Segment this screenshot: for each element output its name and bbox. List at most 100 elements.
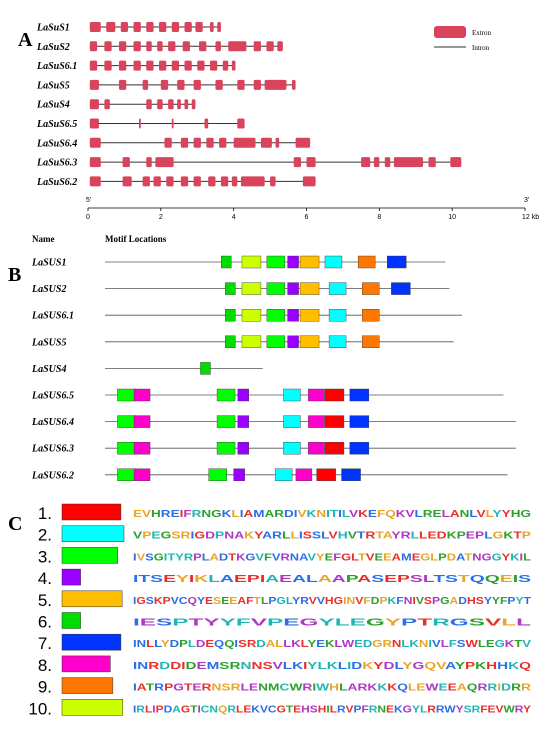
exon-block	[253, 41, 261, 52]
motif-color-box	[61, 677, 114, 694]
motif-box	[237, 442, 250, 455]
gene-structure-row: LaSuS6.4	[36, 137, 311, 149]
gene-structure-row: LaSuS5	[36, 79, 296, 91]
exon-block	[146, 99, 152, 110]
exon-block	[89, 60, 98, 71]
motif-box	[241, 309, 262, 322]
exon-block	[118, 41, 127, 52]
motif-gene-row: LaSUS6.4	[31, 415, 516, 428]
exon-block	[208, 176, 216, 187]
gene-name-label: LaSuS6.4	[36, 138, 77, 149]
exon-block	[361, 157, 371, 168]
motif-box	[216, 415, 236, 428]
exon-block	[160, 79, 169, 90]
motif-number: 6.	[38, 613, 52, 632]
exon-block	[118, 60, 127, 71]
exon-block	[260, 137, 272, 148]
motif-box	[133, 388, 151, 402]
motif-color-box	[61, 633, 122, 651]
exon-block	[133, 41, 141, 52]
legend-exon-label: Extron	[472, 29, 492, 37]
motif-box	[349, 442, 370, 455]
motif-box	[349, 415, 370, 428]
gene-name-label: LaSUS4	[31, 364, 66, 375]
exon-block	[195, 22, 203, 32]
exon-block	[89, 41, 98, 52]
motif-box	[237, 388, 250, 402]
exon-block	[291, 79, 296, 90]
panel-a-gene-structure: A LaSuS1 LaSuS2 LaSuS6.1 LaSuS5 LaSuS4 LaSuS6…	[18, 22, 539, 221]
exon-block	[373, 157, 380, 168]
exon-block	[138, 118, 141, 129]
motif-box	[362, 335, 380, 348]
motif-gene-row: LaSUS6.2	[31, 468, 508, 481]
motif-box	[324, 415, 345, 428]
exon-block	[159, 22, 167, 32]
exon-block	[171, 118, 174, 129]
exon-block	[302, 176, 316, 187]
motif-box	[241, 282, 262, 295]
motif-box	[216, 442, 236, 455]
exon-block	[133, 60, 141, 71]
panel-b-letter: B	[8, 264, 21, 286]
motif-number: 8.	[38, 656, 52, 675]
exon-block	[180, 176, 189, 187]
motif-box	[133, 415, 151, 428]
motif-box	[225, 309, 236, 322]
exon-block	[204, 118, 209, 129]
exon-block	[293, 157, 302, 168]
exon-block	[177, 99, 181, 110]
axis-tick-label: 4	[232, 214, 236, 221]
exon-block	[240, 176, 265, 187]
exon-block	[193, 137, 201, 148]
exon-block	[153, 176, 161, 187]
exon-block	[146, 22, 154, 32]
motif-number: 10.	[28, 699, 52, 718]
exon-block	[270, 176, 276, 187]
motif-box	[117, 388, 136, 402]
motif-sequence-logo: E V H R E IF R N G K L IA M A R D IV K N IT IL V K E F Q K V L R E L A N L…	[133, 508, 531, 520]
motif-logo-row: 5. IGSKPVCQYESEEAFTLPGLYRVVHGINVFDPKFNIVS…	[38, 590, 532, 610]
panel-a-letter: A	[18, 29, 33, 51]
exon-block	[197, 60, 205, 71]
motif-box	[266, 309, 286, 322]
exon-block	[146, 41, 152, 52]
motif-sequence-logo: IRLIPDAGTICNQRLEKVCGTEHSHILRVPFRNEKGYLRR…	[133, 703, 531, 715]
motif-box	[357, 255, 376, 269]
exon-block	[171, 60, 180, 71]
exon-block	[199, 41, 207, 52]
panel-b-motif-header: Motif Locations	[105, 234, 167, 244]
motif-logo-row: 8. IN R D D ID E M S R N N S V L K IY L K L ID K Y D L Y G Q V A Y P K H H…	[38, 655, 531, 675]
exon-block	[237, 118, 245, 129]
motif-number: 7.	[38, 634, 52, 653]
gene-structure-row: LaSuS1	[36, 22, 221, 34]
motif-box	[387, 255, 407, 269]
panel-b-motif-locations: B Name Motif Locations LaSUS1LaSUS2LaSUS…	[8, 234, 516, 481]
exon-block	[428, 157, 436, 168]
motif-box	[362, 309, 380, 322]
exon-block	[180, 137, 189, 148]
axis-end-left-label: 5'	[86, 197, 91, 204]
gene-structure-row: LaSuS4	[36, 99, 196, 111]
exon-block	[237, 79, 245, 90]
exon-block	[264, 79, 287, 90]
gene-structure-row: LaSuS6.3	[36, 157, 462, 169]
motif-box	[287, 282, 299, 295]
exon-block	[89, 137, 101, 148]
gene-name-label: LaSuS5	[36, 80, 70, 91]
gene-name-label: LaSuS2	[36, 42, 70, 53]
motif-logo-row: 9. IA T R P G T E R N S R L E N M C W R IW H L A R K K K Q L E W E E A Q R R…	[38, 677, 532, 697]
exon-block	[120, 22, 129, 32]
motif-box	[133, 468, 151, 481]
panel-a-legend: Extron Intron	[434, 26, 492, 52]
motif-number: 5.	[38, 591, 52, 610]
gene-name-label: LaSuS6.2	[36, 177, 77, 188]
exon-block	[275, 137, 280, 148]
exon-block	[253, 79, 261, 90]
exon-block	[168, 41, 176, 52]
exon-block	[166, 176, 174, 187]
motif-color-box	[61, 503, 122, 521]
exon-block	[219, 137, 227, 148]
motif-box	[299, 309, 320, 322]
